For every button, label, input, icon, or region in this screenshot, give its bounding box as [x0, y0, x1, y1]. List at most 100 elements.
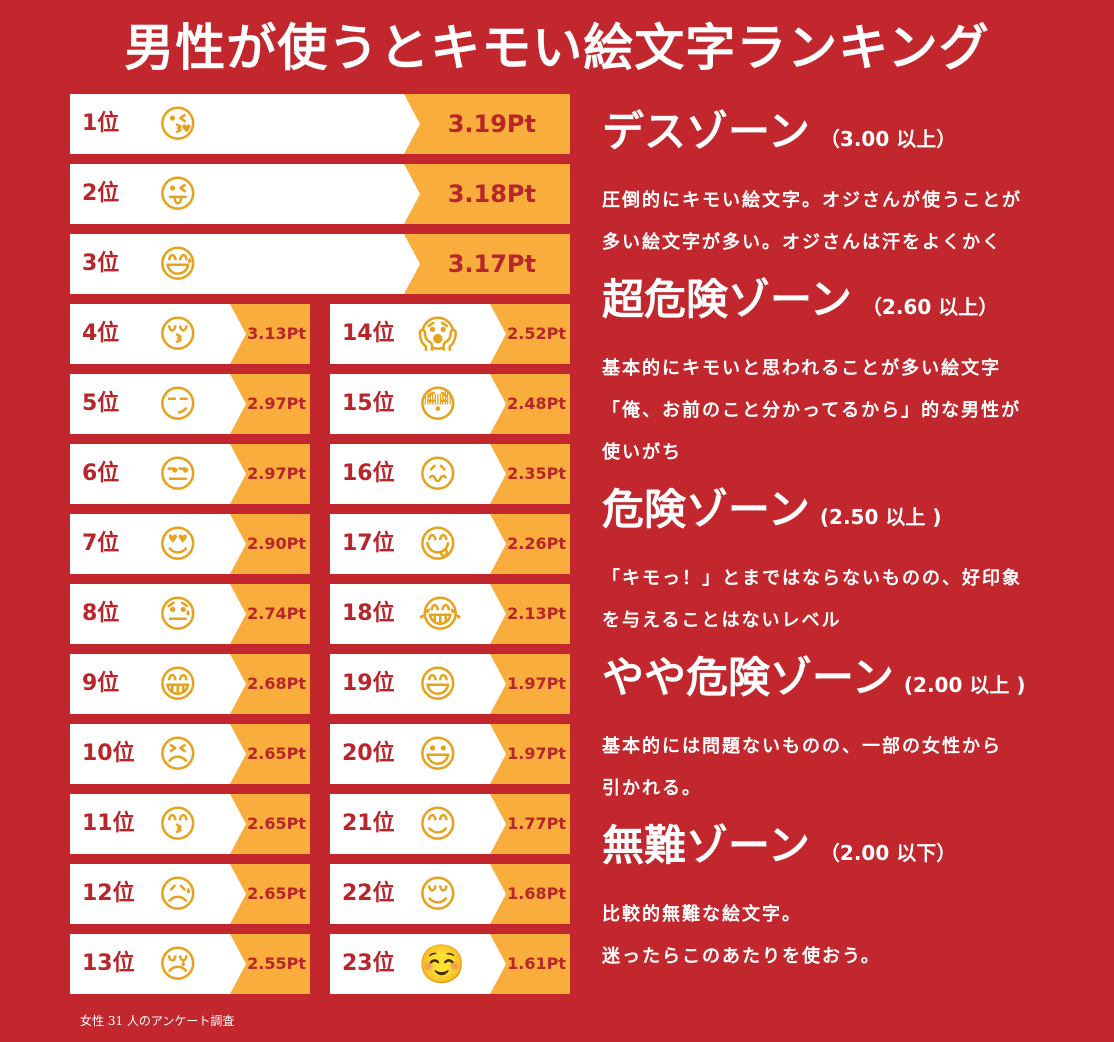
zone-heading: 超危険ゾーン （2.60 以上）	[602, 266, 998, 327]
rank-label: 16位	[342, 461, 395, 486]
rank-label: 6位	[82, 461, 120, 486]
rank-label: 23位	[342, 951, 395, 976]
score-value: 2.55Pt	[230, 934, 310, 994]
score-value: 2.90Pt	[230, 514, 310, 574]
rank-label: 2位	[82, 181, 120, 206]
emoji-icon: 😒	[158, 452, 198, 496]
zone-description: 引かれる。	[602, 778, 702, 799]
emoji-icon: 😄	[418, 662, 458, 706]
zone-range: （2.00 以下）	[819, 841, 957, 865]
rank-label: 10位	[82, 741, 135, 766]
zone-description: 迷ったらこのあたりを使おう。	[602, 946, 881, 967]
zone-heading: やや危険ゾーン (2.00 以上 )	[602, 644, 1025, 705]
rank-label: 3位	[82, 251, 120, 276]
ranking-row: 12位 😥 2.65Pt	[70, 864, 310, 924]
rank-label: 19位	[342, 671, 395, 696]
zone-description: 比較的無難な絵文字。	[602, 904, 802, 925]
emoji-icon: 😜	[158, 172, 198, 216]
ranking-row: 22位 😌 1.68Pt	[330, 864, 570, 924]
emoji-icon: 😁	[158, 662, 198, 706]
ranking-row: 20位 😃 1.97Pt	[330, 724, 570, 784]
rank-label: 14位	[342, 321, 395, 346]
zone-description: 「キモっ！」とまではならないものの、好印象	[602, 568, 1022, 589]
emoji-icon: 😘	[158, 102, 198, 146]
rank-label: 9位	[82, 671, 120, 696]
score-value: 1.97Pt	[490, 654, 570, 714]
ranking-row: 8位 😓 2.74Pt	[70, 584, 310, 644]
emoji-icon: 😏	[158, 382, 198, 426]
ranking-row: 1位 😘 3.19Pt	[70, 94, 570, 154]
emoji-icon: 😙	[158, 802, 198, 846]
score-value: 2.65Pt	[230, 864, 310, 924]
zone-range: (2.00 以上 )	[903, 673, 1026, 697]
ranking-row: 5位 😏 2.97Pt	[70, 374, 310, 434]
emoji-icon: 😋	[418, 522, 458, 566]
rank-label: 12位	[82, 881, 135, 906]
emoji-icon: 😓	[158, 592, 198, 636]
score-value: 2.65Pt	[230, 724, 310, 784]
ranking-row: 21位 😊 1.77Pt	[330, 794, 570, 854]
rank-label: 5位	[82, 391, 120, 416]
rank-label: 11位	[82, 811, 135, 836]
ranking-row: 3位 😅 3.17Pt	[70, 234, 570, 294]
emoji-icon: 😥	[158, 872, 198, 916]
rank-label: 4位	[82, 321, 120, 346]
ranking-row: 11位 😙 2.65Pt	[70, 794, 310, 854]
emoji-icon: 😣	[158, 732, 198, 776]
score-value: 2.65Pt	[230, 794, 310, 854]
emoji-icon: 😢	[158, 942, 198, 986]
score-value: 3.17Pt	[404, 234, 570, 294]
emoji-icon: ☺️	[418, 942, 466, 986]
rank-label: 13位	[82, 951, 135, 976]
footnote: 女性 31 人のアンケート調査	[80, 1014, 235, 1028]
emoji-icon: 😃	[418, 732, 458, 776]
rank-label: 18位	[342, 601, 395, 626]
zone-description: を与えることはないレベル	[602, 610, 842, 631]
rank-label: 22位	[342, 881, 395, 906]
emoji-icon: 😅	[158, 242, 198, 286]
zone-heading: 無難ゾーン （2.00 以下）	[602, 812, 956, 873]
zone-name: 無難ゾーン	[602, 821, 810, 870]
page-title: 男性が使うとキモい絵文字ランキング	[124, 19, 990, 77]
score-value: 2.52Pt	[490, 304, 570, 364]
emoji-icon: 😌	[418, 872, 458, 916]
zone-name: デスゾーン	[602, 107, 810, 156]
rank-label: 8位	[82, 601, 120, 626]
rank-label: 1位	[82, 111, 120, 136]
zone-range: （2.60 以上）	[861, 295, 999, 319]
zone-range: (2.50 以上 )	[819, 505, 942, 529]
ranking-row: 16位 😖 2.35Pt	[330, 444, 570, 504]
ranking-row: 19位 😄 1.97Pt	[330, 654, 570, 714]
score-value: 2.97Pt	[230, 444, 310, 504]
emoji-icon: 😳	[418, 382, 458, 426]
ranking-row: 15位 😳 2.48Pt	[330, 374, 570, 434]
score-value: 2.97Pt	[230, 374, 310, 434]
zone-description: 多い絵文字が多い。オジさんは汗をよくかく	[602, 232, 1002, 253]
zone-description: 基本的にキモいと思われることが多い絵文字	[602, 358, 1002, 379]
score-value: 2.35Pt	[490, 444, 570, 504]
zone-name: やや危険ゾーン	[602, 653, 894, 702]
ranking-row: 10位 😣 2.65Pt	[70, 724, 310, 784]
ranking-row: 18位 😂 2.13Pt	[330, 584, 570, 644]
rank-label: 15位	[342, 391, 395, 416]
zone-heading: デスゾーン （3.00 以上）	[602, 98, 956, 159]
score-value: 2.74Pt	[230, 584, 310, 644]
zone-description: 使いがち	[602, 442, 682, 463]
zone-description: 圧倒的にキモい絵文字。オジさんが使うことが	[602, 190, 1022, 211]
emoji-icon: 😍	[158, 522, 198, 566]
score-value: 2.13Pt	[490, 584, 570, 644]
emoji-icon: 😱	[418, 312, 458, 356]
emoji-icon: 😚	[158, 312, 198, 356]
ranking-row: 23位 ☺️ 1.61Pt	[330, 934, 570, 994]
rank-label: 17位	[342, 531, 395, 556]
zone-name: 危険ゾーン	[602, 485, 810, 534]
score-value: 2.48Pt	[490, 374, 570, 434]
score-value: 1.77Pt	[490, 794, 570, 854]
score-value: 1.68Pt	[490, 864, 570, 924]
score-value: 2.68Pt	[230, 654, 310, 714]
ranking-row: 14位 😱 2.52Pt	[330, 304, 570, 364]
ranking-row: 4位 😚 3.13Pt	[70, 304, 310, 364]
zone-name: 超危険ゾーン	[602, 275, 852, 324]
rank-label: 21位	[342, 811, 395, 836]
ranking-row: 2位 😜 3.18Pt	[70, 164, 570, 224]
